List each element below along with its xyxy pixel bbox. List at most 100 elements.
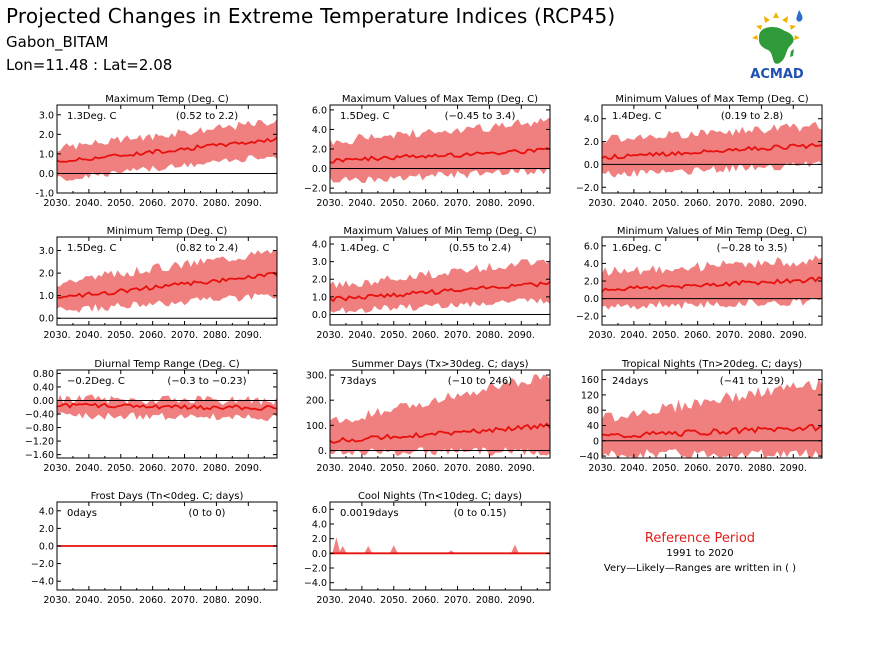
y-tick-label: 80 [587, 406, 599, 417]
likely-range-band [57, 249, 277, 313]
chart-plot-txmean [57, 119, 277, 181]
x-tick-label: 2030. [316, 463, 343, 474]
change-value-label: 24days [612, 376, 648, 387]
chart-title: Maximum Values of Max Temp (Deg. C) [342, 94, 538, 105]
y-tick-label: 0.0 [312, 549, 327, 560]
location-name: Gabon_BITAM [6, 33, 109, 51]
x-tick-label: 2030. [43, 198, 70, 209]
change-value-label: 73days [340, 376, 376, 387]
y-tick-label: −2.0 [304, 564, 327, 575]
chart-plot-tnn [602, 255, 822, 310]
median-series-line [57, 136, 277, 163]
y-tick-label: −0.80 [25, 423, 54, 434]
plot-frame [56, 104, 278, 194]
y-tick-label: 2.0 [312, 275, 327, 286]
x-tick-label: 2070. [716, 330, 743, 341]
plot-frame [601, 104, 823, 194]
chart-panel-fd: −4.0 −2.0 0.0 2.0 4.0 2030. 2040. 2050. 2060. 207… [31, 491, 278, 606]
y-tick-label: 0.00 [33, 396, 54, 407]
y-tick-label: 2.0 [39, 269, 54, 280]
y-tick-label: 4.0 [39, 506, 54, 517]
x-tick-label: 2070. [444, 198, 471, 209]
chart-panel-tnn: −2.0 0.0 2.0 4.0 6.0 2030. 2040. 2050. 2060. 2070… [576, 226, 823, 341]
y-tick-label: 6.0 [312, 105, 327, 116]
x-tick-label: 2050. [380, 595, 407, 606]
x-tick-label: 2060. [684, 330, 711, 341]
x-tick-label: 2050. [380, 198, 407, 209]
x-tick-label: 2050. [652, 330, 679, 341]
location-coordinates: Lon=11.48 : Lat=2.08 [6, 56, 173, 74]
x-tick-label: 2080. [476, 330, 503, 341]
x-tick-label: 2090. [780, 463, 807, 474]
logo-water-drop [796, 10, 803, 22]
x-tick-label: 2080. [748, 330, 775, 341]
y-tick-label: 0.80 [33, 369, 54, 380]
change-value-label: 1.6Deg. C [612, 243, 661, 254]
x-tick-label: 2040. [620, 463, 647, 474]
median-series-line [330, 147, 550, 164]
very-likely-range-label: (0.52 to 2.2) [176, 111, 238, 122]
logo-sun-rays [752, 12, 800, 40]
x-tick-label: 2050. [107, 198, 134, 209]
y-tick-label: 40 [587, 421, 599, 432]
chart-panel-tnx: 0.0 1.0 2.0 3.0 4.0 2030. 2040. 2050. 2060. 2070.… [312, 226, 551, 341]
x-tick-label: 2040. [75, 463, 102, 474]
very-likely-range-label: (−41 to 129) [720, 376, 784, 387]
x-tick-label: 2040. [75, 330, 102, 341]
change-value-label: 1.4Deg. C [612, 111, 661, 122]
very-likely-range-label: (0.55 to 2.4) [449, 243, 511, 254]
likely-range-band [602, 122, 822, 178]
chart-panel-tn10: −4.0 −2.0 0.0 2.0 4.0 6.0 2030. 2040. 2050. 2060.… [304, 491, 551, 606]
likely-range-band [602, 255, 822, 310]
plot-frame [329, 501, 551, 591]
y-tick-label: 2.0 [584, 137, 599, 148]
chart-title: Tropical Nights (Tn>20deg. C; days) [621, 359, 802, 370]
median-series-line [602, 423, 822, 439]
logo-text: ACMAD [750, 67, 804, 82]
y-tick-label: 1.0 [39, 149, 54, 160]
very-likely-range-label: (−0.28 to 3.5) [717, 243, 788, 254]
chart-title: Minimum Values of Min Temp (Deg. C) [617, 226, 807, 237]
x-tick-label: 2030. [588, 463, 615, 474]
change-value-label: 1.4Deg. C [340, 243, 389, 254]
change-value-label: 1.5Deg. C [67, 243, 116, 254]
median-series-line [330, 281, 550, 303]
likely-range-spike [510, 544, 519, 554]
x-tick-label: 2070. [444, 330, 471, 341]
very-likely-range-label: (0 to 0.15) [454, 508, 507, 519]
x-tick-label: 2050. [652, 463, 679, 474]
likely-range-band [330, 374, 550, 457]
x-tick-label: 2080. [203, 463, 230, 474]
y-tick-label: 0.0 [584, 160, 599, 171]
y-tick-label: 2.0 [39, 524, 54, 535]
x-tick-label: 2030. [588, 198, 615, 209]
median-series-line [57, 402, 277, 411]
plot-frame [329, 236, 551, 326]
y-tick-label: 6.0 [584, 241, 599, 252]
y-tick-label: 200. [306, 396, 327, 407]
x-tick-label: 2090. [235, 463, 262, 474]
likely-range-band [330, 259, 550, 314]
chart-title: Minimum Temp (Deg. C) [107, 226, 228, 237]
change-value-label: 1.5Deg. C [340, 111, 389, 122]
y-tick-label: −1.20 [25, 437, 54, 448]
chart-plot-dtr [57, 394, 277, 422]
y-tick-label: 3.0 [39, 110, 54, 121]
median-series-line [602, 142, 822, 160]
chart-title: Cool Nights (Tn<10deg. C; days) [358, 491, 522, 502]
y-tick-label: −2.0 [576, 183, 599, 194]
plot-frame [56, 236, 278, 326]
median-series-line [57, 271, 277, 300]
chart-title: Maximum Values of Min Temp (Deg. C) [343, 226, 536, 237]
y-tick-label: 0. [318, 446, 327, 457]
chart-title: Minimum Values of Max Temp (Deg. C) [615, 94, 808, 105]
y-tick-label: 6.0 [312, 505, 327, 516]
very-likely-range-label: (0 to 0) [189, 508, 226, 519]
change-value-label: −0.2Deg. C [67, 376, 125, 387]
x-tick-label: 2040. [348, 198, 375, 209]
y-tick-label: 3.0 [312, 257, 327, 268]
plot-frame [601, 369, 823, 459]
x-tick-label: 2090. [508, 198, 535, 209]
plot-frame [329, 369, 551, 459]
